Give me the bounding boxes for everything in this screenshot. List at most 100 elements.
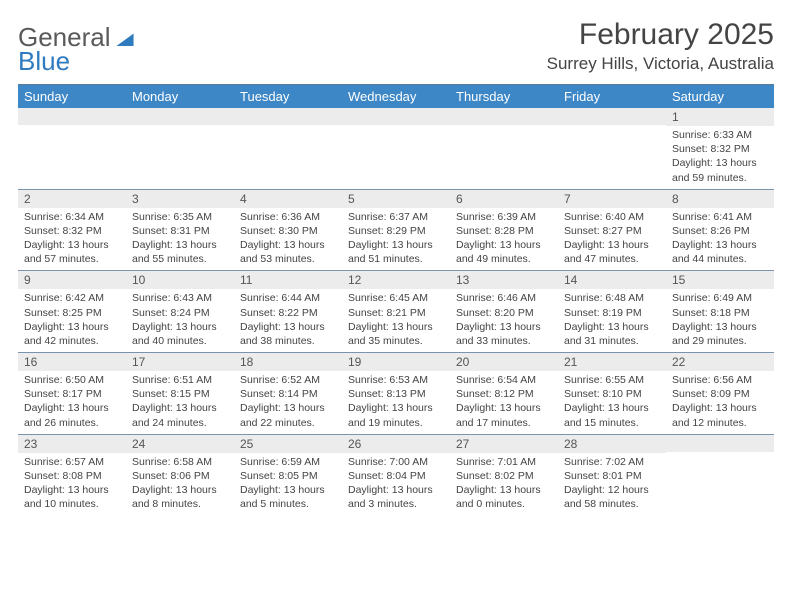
daylight-text: Daylight: 13 hours and 38 minutes. [240, 320, 336, 348]
day-details: Sunrise: 6:41 AMSunset: 8:26 PMDaylight:… [666, 208, 774, 271]
day-number: 12 [342, 271, 450, 289]
daylight-text: Daylight: 13 hours and 5 minutes. [240, 483, 336, 511]
daylight-text: Daylight: 13 hours and 42 minutes. [24, 320, 120, 348]
sunset-text: Sunset: 8:05 PM [240, 469, 336, 483]
day-details: Sunrise: 6:36 AMSunset: 8:30 PMDaylight:… [234, 208, 342, 271]
sunrise-text: Sunrise: 6:52 AM [240, 373, 336, 387]
daylight-text: Daylight: 13 hours and 0 minutes. [456, 483, 552, 511]
day-number: 23 [18, 435, 126, 453]
day-details: Sunrise: 6:33 AMSunset: 8:32 PMDaylight:… [666, 126, 774, 189]
day-details: Sunrise: 6:48 AMSunset: 8:19 PMDaylight:… [558, 289, 666, 352]
sunset-text: Sunset: 8:26 PM [672, 224, 768, 238]
day-number: 24 [126, 435, 234, 453]
sunset-text: Sunset: 8:15 PM [132, 387, 228, 401]
sunset-text: Sunset: 8:24 PM [132, 306, 228, 320]
day-number: 13 [450, 271, 558, 289]
day-details: Sunrise: 6:50 AMSunset: 8:17 PMDaylight:… [18, 371, 126, 434]
day-cell: 4Sunrise: 6:36 AMSunset: 8:30 PMDaylight… [234, 190, 342, 271]
sunrise-text: Sunrise: 6:45 AM [348, 291, 444, 305]
day-details: Sunrise: 6:56 AMSunset: 8:09 PMDaylight:… [666, 371, 774, 434]
weekday-header: Tuesday [234, 85, 342, 108]
day-number: 20 [450, 353, 558, 371]
day-number: 17 [126, 353, 234, 371]
sunset-text: Sunset: 8:22 PM [240, 306, 336, 320]
daylight-text: Daylight: 13 hours and 33 minutes. [456, 320, 552, 348]
day-number: 3 [126, 190, 234, 208]
day-cell: 17Sunrise: 6:51 AMSunset: 8:15 PMDayligh… [126, 353, 234, 434]
day-cell: 27Sunrise: 7:01 AMSunset: 8:02 PMDayligh… [450, 435, 558, 516]
sunrise-text: Sunrise: 6:33 AM [672, 128, 768, 142]
day-cell: 14Sunrise: 6:48 AMSunset: 8:19 PMDayligh… [558, 271, 666, 352]
day-details: Sunrise: 6:46 AMSunset: 8:20 PMDaylight:… [450, 289, 558, 352]
sunrise-text: Sunrise: 6:46 AM [456, 291, 552, 305]
daylight-text: Daylight: 13 hours and 29 minutes. [672, 320, 768, 348]
day-cell: 26Sunrise: 7:00 AMSunset: 8:04 PMDayligh… [342, 435, 450, 516]
day-details: Sunrise: 6:37 AMSunset: 8:29 PMDaylight:… [342, 208, 450, 271]
daylight-text: Daylight: 13 hours and 47 minutes. [564, 238, 660, 266]
day-details: Sunrise: 6:52 AMSunset: 8:14 PMDaylight:… [234, 371, 342, 434]
day-number [126, 108, 234, 125]
day-cell: 2Sunrise: 6:34 AMSunset: 8:32 PMDaylight… [18, 190, 126, 271]
day-cell: 24Sunrise: 6:58 AMSunset: 8:06 PMDayligh… [126, 435, 234, 516]
day-number: 26 [342, 435, 450, 453]
daylight-text: Daylight: 13 hours and 3 minutes. [348, 483, 444, 511]
day-cell [450, 108, 558, 189]
day-number: 16 [18, 353, 126, 371]
day-number: 14 [558, 271, 666, 289]
day-details: Sunrise: 6:44 AMSunset: 8:22 PMDaylight:… [234, 289, 342, 352]
sunrise-text: Sunrise: 6:34 AM [24, 210, 120, 224]
sunrise-text: Sunrise: 7:01 AM [456, 455, 552, 469]
day-cell: 22Sunrise: 6:56 AMSunset: 8:09 PMDayligh… [666, 353, 774, 434]
day-details: Sunrise: 6:51 AMSunset: 8:15 PMDaylight:… [126, 371, 234, 434]
sunrise-text: Sunrise: 6:56 AM [672, 373, 768, 387]
day-number: 27 [450, 435, 558, 453]
week-row: 16Sunrise: 6:50 AMSunset: 8:17 PMDayligh… [18, 352, 774, 434]
day-number: 7 [558, 190, 666, 208]
day-cell: 19Sunrise: 6:53 AMSunset: 8:13 PMDayligh… [342, 353, 450, 434]
day-cell: 15Sunrise: 6:49 AMSunset: 8:18 PMDayligh… [666, 271, 774, 352]
day-number: 28 [558, 435, 666, 453]
day-details: Sunrise: 6:43 AMSunset: 8:24 PMDaylight:… [126, 289, 234, 352]
day-cell [126, 108, 234, 189]
sunset-text: Sunset: 8:28 PM [456, 224, 552, 238]
daylight-text: Daylight: 13 hours and 40 minutes. [132, 320, 228, 348]
day-number: 22 [666, 353, 774, 371]
day-details: Sunrise: 6:59 AMSunset: 8:05 PMDaylight:… [234, 453, 342, 516]
sunrise-text: Sunrise: 6:53 AM [348, 373, 444, 387]
day-details: Sunrise: 6:45 AMSunset: 8:21 PMDaylight:… [342, 289, 450, 352]
sunset-text: Sunset: 8:20 PM [456, 306, 552, 320]
day-cell: 6Sunrise: 6:39 AMSunset: 8:28 PMDaylight… [450, 190, 558, 271]
day-number: 25 [234, 435, 342, 453]
sunrise-text: Sunrise: 7:02 AM [564, 455, 660, 469]
day-cell: 1Sunrise: 6:33 AMSunset: 8:32 PMDaylight… [666, 108, 774, 189]
day-number [342, 108, 450, 125]
sunset-text: Sunset: 8:30 PM [240, 224, 336, 238]
sunrise-text: Sunrise: 6:57 AM [24, 455, 120, 469]
week-row: 23Sunrise: 6:57 AMSunset: 8:08 PMDayligh… [18, 434, 774, 516]
week-row: 9Sunrise: 6:42 AMSunset: 8:25 PMDaylight… [18, 270, 774, 352]
sunset-text: Sunset: 8:27 PM [564, 224, 660, 238]
day-details: Sunrise: 7:02 AMSunset: 8:01 PMDaylight:… [558, 453, 666, 516]
location-text: Surrey Hills, Victoria, Australia [547, 54, 774, 74]
day-details: Sunrise: 6:42 AMSunset: 8:25 PMDaylight:… [18, 289, 126, 352]
day-details: Sunrise: 6:40 AMSunset: 8:27 PMDaylight:… [558, 208, 666, 271]
day-number [234, 108, 342, 125]
sunrise-text: Sunrise: 6:54 AM [456, 373, 552, 387]
day-number [450, 108, 558, 125]
day-number: 11 [234, 271, 342, 289]
sunrise-text: Sunrise: 6:55 AM [564, 373, 660, 387]
sunset-text: Sunset: 8:19 PM [564, 306, 660, 320]
day-details: Sunrise: 6:58 AMSunset: 8:06 PMDaylight:… [126, 453, 234, 516]
sunrise-text: Sunrise: 6:58 AM [132, 455, 228, 469]
sunrise-text: Sunrise: 7:00 AM [348, 455, 444, 469]
weekday-header: Thursday [450, 85, 558, 108]
day-cell: 28Sunrise: 7:02 AMSunset: 8:01 PMDayligh… [558, 435, 666, 516]
day-number: 19 [342, 353, 450, 371]
sunrise-text: Sunrise: 6:44 AM [240, 291, 336, 305]
calendar-body: 1Sunrise: 6:33 AMSunset: 8:32 PMDaylight… [18, 108, 774, 515]
header: GeneralBlue February 2025 Surrey Hills, … [18, 18, 774, 74]
day-cell: 16Sunrise: 6:50 AMSunset: 8:17 PMDayligh… [18, 353, 126, 434]
weekday-header: Saturday [666, 85, 774, 108]
day-details: Sunrise: 6:34 AMSunset: 8:32 PMDaylight:… [18, 208, 126, 271]
day-cell [18, 108, 126, 189]
